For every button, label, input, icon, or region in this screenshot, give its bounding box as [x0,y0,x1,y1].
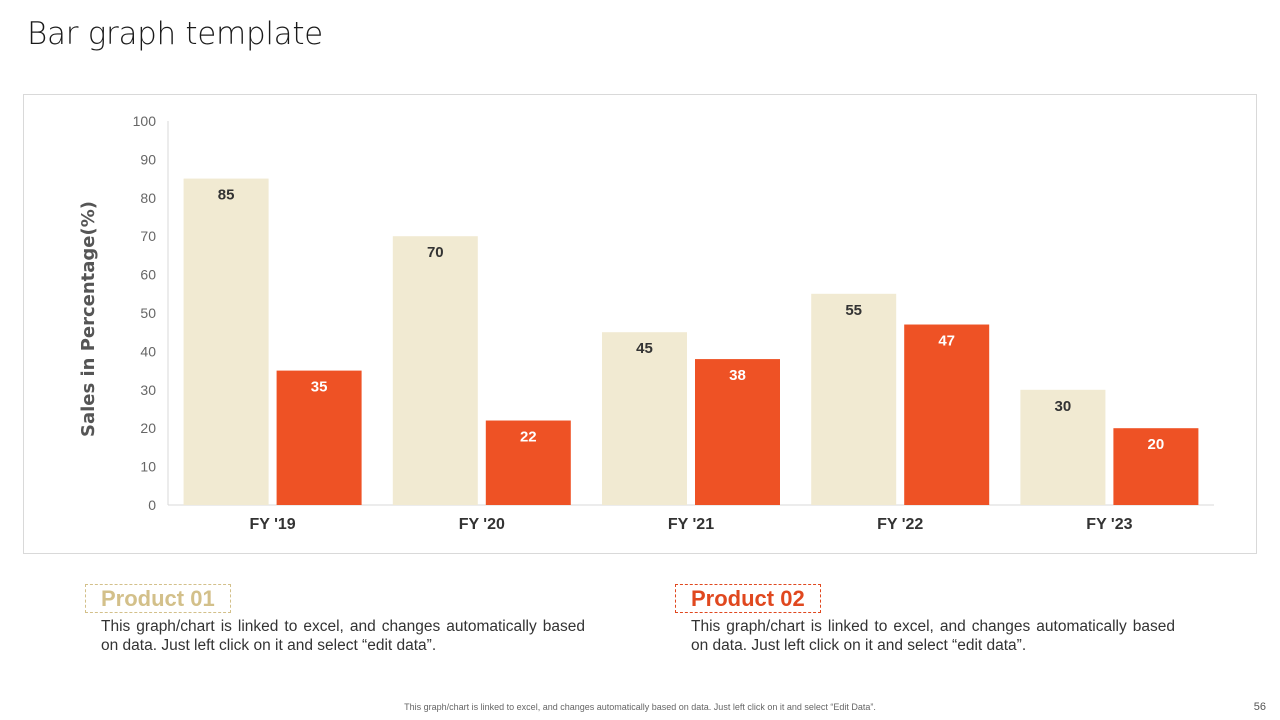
y-axis-title: Sales in Percentage(%) [78,201,99,437]
product-02-label: Product 02 [675,584,821,613]
y-tick-label: 30 [140,382,156,398]
bar-value-label: 20 [1148,436,1165,453]
y-tick-label: 50 [140,305,156,321]
bar-product-02 [276,370,362,505]
y-tick-label: 0 [148,497,156,513]
bar-value-label: 22 [520,429,537,446]
product-01-description: This graph/chart is linked to excel, and… [101,618,585,654]
x-category-label: FY '22 [877,516,923,533]
bar-product-01 [1020,389,1106,505]
x-category-label: FY '21 [668,516,714,533]
x-category-label: FY '23 [1086,516,1132,533]
y-tick-label: 100 [133,113,157,129]
product-02-description: This graph/chart is linked to excel, and… [691,618,1175,654]
bar-value-label: 47 [938,333,955,350]
y-tick-label: 10 [140,459,156,475]
bar-chart[interactable]: 0 10 20 30 40 50 60 70 80 90 100 Sales in Percentag… [24,95,1256,553]
bar-product-02 [695,359,780,505]
bar-value-label: 85 [218,187,235,204]
x-category-label: FY '19 [249,516,295,533]
chart-frame[interactable]: 0 10 20 30 40 50 60 70 80 90 100 Sales in Percentag… [23,94,1257,554]
footer-note: This graph/chart is linked to excel, and… [404,702,876,712]
y-tick-label: 40 [140,343,156,359]
y-tick-label: 90 [140,151,156,167]
bar-product-01 [392,236,478,505]
x-category-label: FY '20 [459,516,505,533]
page-title: Bar graph template [27,16,323,52]
bar-product-01 [602,332,687,505]
bar-value-label: 30 [1055,398,1072,415]
y-tick-label: 80 [140,190,156,206]
product-01-label: Product 01 [85,584,231,613]
bar-value-label: 45 [636,340,653,357]
y-tick-label: 20 [140,420,156,436]
bar-value-label: 55 [845,302,862,319]
product-02-block: Product 02 This graph/chart is linked to… [675,584,1175,655]
y-tick-label: 70 [140,228,156,244]
bar-value-label: 70 [427,244,444,261]
y-tick-label: 60 [140,267,156,283]
bar-product-02 [904,324,990,505]
bar-value-label: 38 [729,367,746,384]
product-01-block: Product 01 This graph/chart is linked to… [85,584,585,655]
bar-product-02 [1113,428,1199,505]
bar-product-02 [485,420,571,505]
bar-value-label: 35 [311,379,328,396]
page-number: 56 [1253,701,1266,713]
bar-product-01 [183,178,269,505]
bar-product-01 [811,293,897,505]
